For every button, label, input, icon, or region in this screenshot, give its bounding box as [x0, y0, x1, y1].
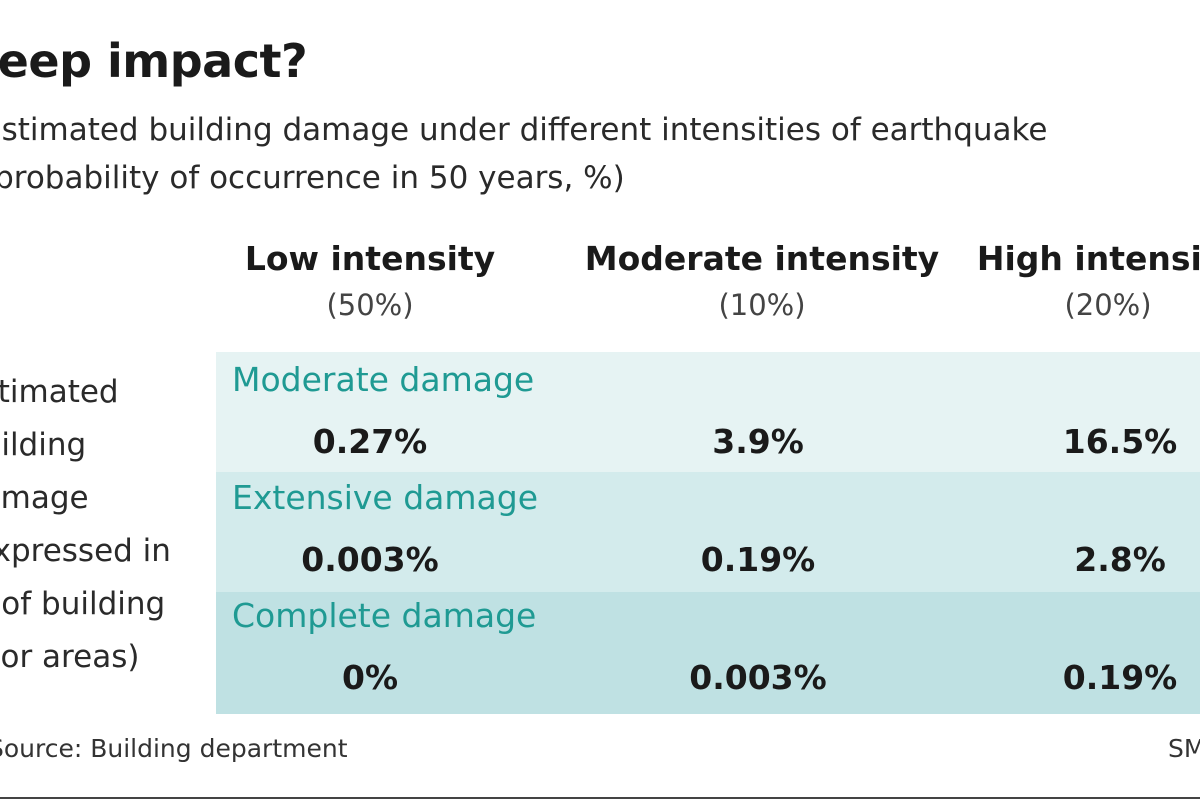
column-header-probability: (10%): [718, 288, 806, 322]
source-note: Source: Building department: [0, 734, 348, 763]
cell-moderate-damage-low: 0.27%: [312, 422, 428, 461]
cell-complete-damage-moderate: 0.003%: [689, 658, 827, 697]
column-header-probability: (50%): [326, 288, 414, 322]
row-name-moderate-damage: Moderate damage: [232, 360, 535, 399]
row-axis-label-line: floor areas): [0, 639, 140, 675]
row-axis-label-line: % of building: [0, 586, 166, 622]
column-header-name: Low intensity: [244, 239, 496, 278]
subtitle-line: Estimated building damage under differen…: [0, 112, 1048, 148]
column-header-low: Low intensity (50%): [160, 236, 580, 328]
cell-extensive-damage-moderate: 0.19%: [700, 540, 816, 579]
table-row-band-extensive-damage: [216, 472, 1200, 592]
column-header-high: High intensity (20%): [898, 236, 1200, 328]
chart-title: Deep impact?: [0, 34, 308, 88]
table-row-band-complete-damage: [216, 592, 1200, 714]
chart-subtitle: Estimated building damage under differen…: [0, 106, 1047, 202]
table-row-band-moderate-damage: [216, 352, 1200, 472]
cell-moderate-damage-high: 16.5%: [1062, 422, 1178, 461]
column-header-probability: (20%): [1064, 288, 1152, 322]
cell-complete-damage-high: 0.19%: [1062, 658, 1178, 697]
cell-complete-damage-low: 0%: [341, 658, 399, 697]
column-header-moderate: Moderate intensity (10%): [552, 236, 972, 328]
row-name-extensive-damage: Extensive damage: [232, 478, 539, 517]
column-header-name: Moderate intensity: [584, 239, 940, 278]
bottom-divider: [0, 797, 1200, 799]
credit-label: SMP: [1168, 734, 1200, 763]
cell-extensive-damage-high: 2.8%: [1074, 540, 1166, 579]
cell-moderate-damage-moderate: 3.9%: [712, 422, 804, 461]
row-name-complete-damage: Complete damage: [232, 596, 537, 635]
column-header-name: High intensity: [976, 239, 1200, 278]
row-axis-label-line: damage: [0, 480, 89, 516]
row-axis-label-line: building: [0, 427, 87, 463]
row-axis-label-line: Estimated: [0, 374, 119, 410]
subtitle-line: (probability of occurrence in 50 years, …: [0, 160, 625, 196]
cell-extensive-damage-low: 0.003%: [301, 540, 439, 579]
